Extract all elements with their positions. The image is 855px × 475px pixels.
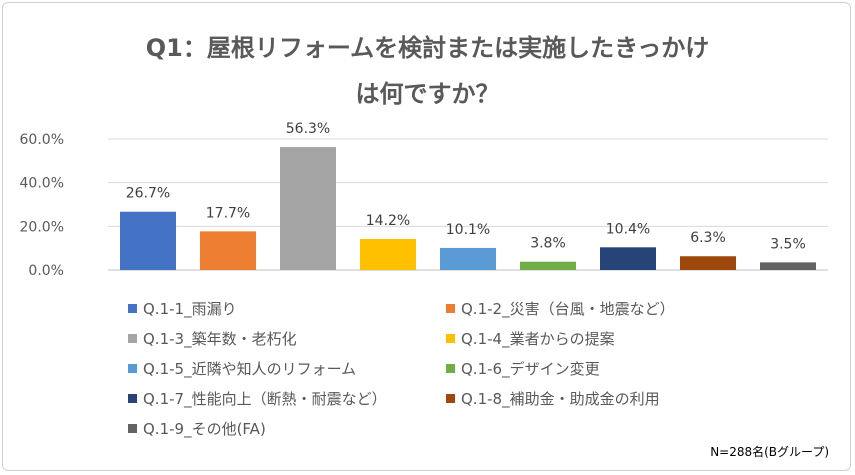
legend-item-6: Q.1-6_デザイン変更 — [446, 358, 600, 379]
bar-7 — [600, 247, 656, 270]
bar-6 — [520, 261, 576, 270]
legend-item-8: Q.1-8_補助金・助成金の利用 — [446, 388, 660, 409]
legend-swatch — [446, 304, 455, 313]
legend-item-3: Q.1-3_築年数・老朽化 — [128, 328, 297, 349]
legend-label: Q.1-4_業者からの提案 — [461, 330, 615, 348]
y-tick-label: 60.0% — [20, 132, 64, 148]
bar-4 — [360, 238, 416, 270]
legend-item-4: Q.1-4_業者からの提案 — [446, 328, 615, 349]
legend-swatch — [128, 424, 137, 433]
legend-item-1: Q.1-1_雨漏り — [128, 298, 237, 319]
bar-5 — [440, 247, 496, 270]
data-label-1: 26.7% — [126, 186, 170, 202]
legend-label: Q.1-5_近隣や知人のリフォーム — [143, 360, 357, 378]
legend-swatch — [446, 364, 455, 373]
data-label-5: 10.1% — [446, 222, 490, 238]
y-tick-label: 0.0% — [28, 263, 64, 279]
legend-label: Q.1-3_築年数・老朽化 — [143, 330, 297, 348]
legend-item-2: Q.1-2_災害（台風・地震など） — [446, 298, 675, 319]
legend-label: Q.1-6_デザイン変更 — [461, 360, 600, 378]
legend-label: Q.1-7_性能向上（断熱・耐震など） — [143, 390, 387, 408]
y-tick-label: 20.0% — [20, 219, 64, 235]
data-label-9: 3.5% — [770, 236, 806, 252]
legend-swatch — [128, 394, 137, 403]
bar-9 — [760, 262, 816, 270]
bar-3 — [280, 147, 336, 270]
legend-swatch — [128, 304, 137, 313]
legend-item-5: Q.1-5_近隣や知人のリフォーム — [128, 358, 356, 379]
legend-label: Q.1-8_補助金・助成金の利用 — [461, 390, 660, 408]
legend-swatch — [446, 334, 455, 343]
bar-2 — [200, 231, 256, 270]
sample-size-note: N=288名(Bグループ) — [710, 445, 829, 459]
legend-swatch — [128, 334, 137, 343]
data-label-2: 17.7% — [206, 205, 250, 221]
data-label-4: 14.2% — [366, 213, 410, 229]
bar-1 — [120, 211, 176, 270]
data-label-8: 6.3% — [690, 230, 726, 246]
bar-chart-plot: 0.0% 20.0% 40.0% 60.0% 26.7% 17.7% 56.3% 14.2% 1… — [20, 121, 828, 279]
legend-item-9: Q.1-9_その他(FA) — [128, 418, 266, 439]
chart-title-line2: は何ですか？ — [355, 80, 500, 108]
data-label-3: 56.3% — [286, 121, 330, 137]
data-label-7: 10.4% — [606, 221, 650, 237]
legend-swatch — [446, 394, 455, 403]
legend-label: Q.1-1_雨漏り — [143, 300, 237, 318]
legend-label: Q.1-2_災害（台風・地震など） — [461, 300, 675, 318]
legend-item-7: Q.1-7_性能向上（断熱・耐震など） — [128, 388, 387, 409]
legend-label: Q.1-9_その他(FA) — [143, 420, 266, 438]
legend-swatch — [128, 364, 137, 373]
chart-title-line1: Q1：屋根リフォームを検討または実施したきっかけ — [145, 34, 710, 62]
data-label-6: 3.8% — [530, 236, 566, 252]
y-tick-label: 40.0% — [20, 176, 64, 192]
bar-8 — [680, 256, 736, 270]
